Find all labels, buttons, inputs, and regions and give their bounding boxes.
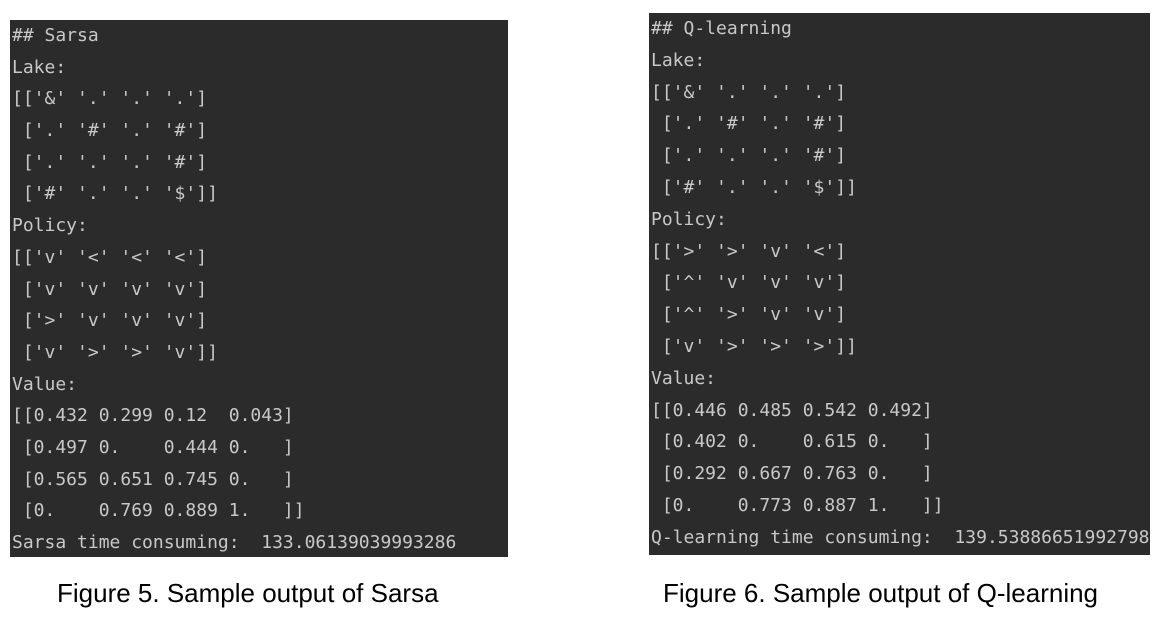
terminal-line: ['.' '.' '.' '#']	[651, 145, 847, 167]
terminal-line: Lake:	[651, 49, 706, 71]
terminal-line: [['v' '<' '<' '<']	[12, 246, 208, 268]
terminal-line: ['v' '>' '>' '>']]	[651, 335, 857, 357]
terminal-line: ['.' '.' '.' '#']	[12, 151, 208, 173]
terminal-line: ## Q-learning	[651, 18, 792, 39]
terminal-line: [[0.432 0.299 0.12 0.043]	[12, 405, 294, 427]
terminal-line: [['&' '.' '.' '.']	[12, 88, 208, 110]
terminal-line: Sarsa time consuming: 133.06139039993286	[12, 532, 457, 553]
terminal-line: ['.' '#' '.' '#']	[651, 113, 847, 135]
terminal-line: ['.' '#' '.' '#']	[12, 120, 208, 142]
terminal-line: Lake:	[12, 56, 67, 78]
terminal-line: Policy:	[651, 208, 727, 230]
terminal-line: Value:	[12, 373, 78, 395]
qlearning-terminal-output: ## Q-learning Lake: [['&' '.' '.' '.'] […	[649, 13, 1150, 555]
terminal-line: [0.497 0. 0.444 0. ]	[12, 436, 294, 458]
terminal-line: ['>' 'v' 'v' 'v']	[12, 310, 208, 332]
terminal-line: [0.402 0. 0.615 0. ]	[651, 431, 933, 453]
terminal-line: [['>' '>' 'v' '<']	[651, 240, 847, 262]
terminal-line: [['&' '.' '.' '.']	[651, 81, 847, 103]
terminal-line: ## Sarsa	[12, 25, 99, 46]
terminal-line: ['^' '>' 'v' 'v']	[651, 304, 847, 326]
terminal-line: [0.292 0.667 0.763 0. ]	[651, 463, 933, 485]
sarsa-terminal-output: ## Sarsa Lake: [['&' '.' '.' '.'] ['.' '…	[10, 20, 508, 557]
terminal-line: ['#' '.' '.' '$']]	[12, 183, 218, 205]
terminal-line: [[0.446 0.485 0.542 0.492]	[651, 399, 933, 421]
terminal-line: ['#' '.' '.' '$']]	[651, 176, 857, 198]
terminal-line: [0. 0.773 0.887 1. ]]	[651, 494, 944, 516]
terminal-line: ['v' '>' '>' 'v']]	[12, 341, 218, 363]
terminal-line: Value:	[651, 367, 717, 389]
terminal-line: Q-learning time consuming: 139.538866519…	[651, 526, 1150, 548]
terminal-line: ['^' 'v' 'v' 'v']	[651, 272, 847, 294]
terminal-line: [0.565 0.651 0.745 0. ]	[12, 468, 294, 490]
figure-caption-sarsa: Figure 5. Sample output of Sarsa	[57, 578, 439, 608]
terminal-line: Policy:	[12, 215, 88, 237]
terminal-line: ['v' 'v' 'v' 'v']	[12, 278, 208, 300]
terminal-line: [0. 0.769 0.889 1. ]]	[12, 500, 305, 522]
figure-caption-qlearning: Figure 6. Sample output of Q-learning	[663, 578, 1099, 608]
